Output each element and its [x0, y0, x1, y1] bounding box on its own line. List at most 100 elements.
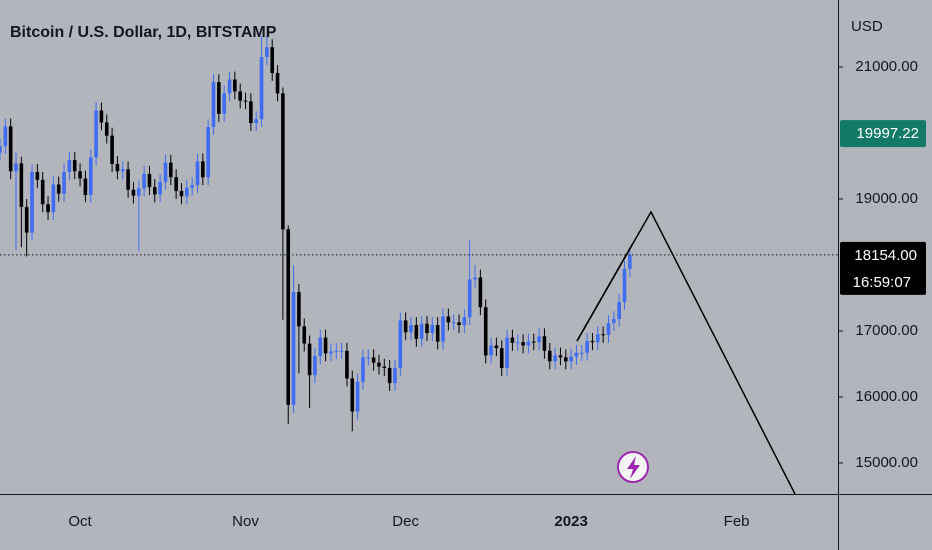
candle-body	[403, 320, 408, 333]
y-tick-label: 16000.00	[855, 388, 918, 405]
plot-area	[0, 35, 632, 432]
last-price-box	[840, 241, 926, 295]
candle-body	[617, 301, 621, 320]
candle-body	[110, 135, 114, 165]
candle-body	[446, 316, 451, 323]
candle-body	[99, 110, 104, 123]
candle-body	[297, 292, 301, 327]
candle-body	[473, 277, 477, 280]
candle-body	[78, 171, 82, 179]
candle-body	[419, 323, 424, 339]
lightning-icon[interactable]	[617, 451, 649, 483]
candle-body	[238, 91, 242, 101]
candle-body	[585, 340, 589, 353]
candle-body	[398, 320, 403, 368]
candle-body	[147, 173, 152, 188]
candle-body	[515, 342, 520, 344]
chart-title: Bitcoin / U.S. Dollar, 1D, BITSTAMP	[10, 24, 277, 41]
candle-body	[601, 334, 605, 336]
candle-body	[233, 79, 237, 92]
candle-body	[318, 337, 323, 357]
candle-body	[355, 381, 360, 412]
candle-body	[131, 189, 136, 196]
drawn-trend-line	[576, 242, 634, 342]
candle-body	[563, 357, 568, 362]
candle-body	[628, 254, 632, 269]
candle-body	[377, 362, 381, 367]
candle-body	[40, 179, 45, 205]
x-tick-label: Feb	[724, 513, 750, 530]
candle-body	[553, 355, 557, 362]
candle-body	[521, 342, 525, 346]
x-tick-label: 2023	[554, 513, 587, 530]
candle-body	[323, 337, 328, 354]
candle-body	[393, 367, 397, 384]
candle-body	[201, 161, 205, 178]
candle-body	[409, 325, 413, 333]
candle-body	[489, 345, 493, 356]
y-tick-label: 17000.00	[855, 322, 918, 339]
candle-body	[35, 171, 40, 180]
candle-body	[606, 323, 611, 335]
candle-body	[56, 184, 61, 194]
candle-body	[499, 348, 504, 368]
candle-body	[94, 110, 98, 158]
candle-body	[249, 101, 253, 124]
candle-body	[334, 350, 339, 352]
candle-body	[612, 319, 616, 324]
candle-body	[531, 341, 536, 343]
candle-body	[281, 93, 285, 230]
candle-body	[72, 160, 77, 172]
price-label-box	[840, 120, 926, 148]
candle-body	[579, 352, 584, 354]
candle-body	[537, 336, 541, 343]
candle-body	[120, 169, 125, 172]
last-price-label: 18154.00	[854, 247, 917, 264]
candle-body	[254, 119, 259, 124]
candle-body	[83, 178, 88, 196]
candle-body	[451, 322, 456, 324]
countdown-label: 16:59:07	[853, 274, 911, 291]
candle-body	[483, 307, 488, 356]
candle-body	[510, 337, 515, 343]
candle-body	[371, 357, 376, 363]
candle-body	[227, 79, 232, 94]
candle-body	[3, 126, 8, 147]
candle-body	[494, 345, 499, 349]
candle-body	[547, 350, 552, 362]
candle-body	[174, 177, 178, 192]
candle-body	[307, 343, 312, 376]
candle-body	[158, 181, 162, 195]
candle-body	[596, 334, 600, 343]
candle-body	[542, 336, 547, 351]
candle-body	[185, 187, 189, 197]
candle-body	[291, 292, 296, 405]
candle-body	[425, 323, 429, 333]
candle-body	[430, 325, 435, 333]
candle-body	[190, 185, 194, 188]
candle-body	[30, 171, 34, 233]
candle-body	[622, 268, 627, 302]
candle-body	[217, 82, 221, 114]
candle-body	[313, 356, 317, 376]
candle-body	[558, 355, 563, 358]
candle-body	[19, 163, 24, 207]
candle-body	[206, 127, 210, 178]
candle-body	[387, 367, 392, 384]
candle-body	[441, 316, 445, 342]
candle-body	[88, 157, 93, 196]
candle-body	[361, 357, 365, 382]
candle-body	[526, 341, 531, 346]
candle-body	[590, 340, 595, 343]
candle-body	[382, 366, 387, 368]
candle-body	[302, 326, 307, 344]
candle-body	[457, 322, 461, 326]
candle-body	[339, 350, 344, 352]
candle-body	[478, 277, 483, 308]
candle-body	[211, 82, 216, 128]
candle-body	[24, 206, 29, 233]
candle-body	[152, 187, 157, 195]
candle-body	[329, 351, 333, 354]
